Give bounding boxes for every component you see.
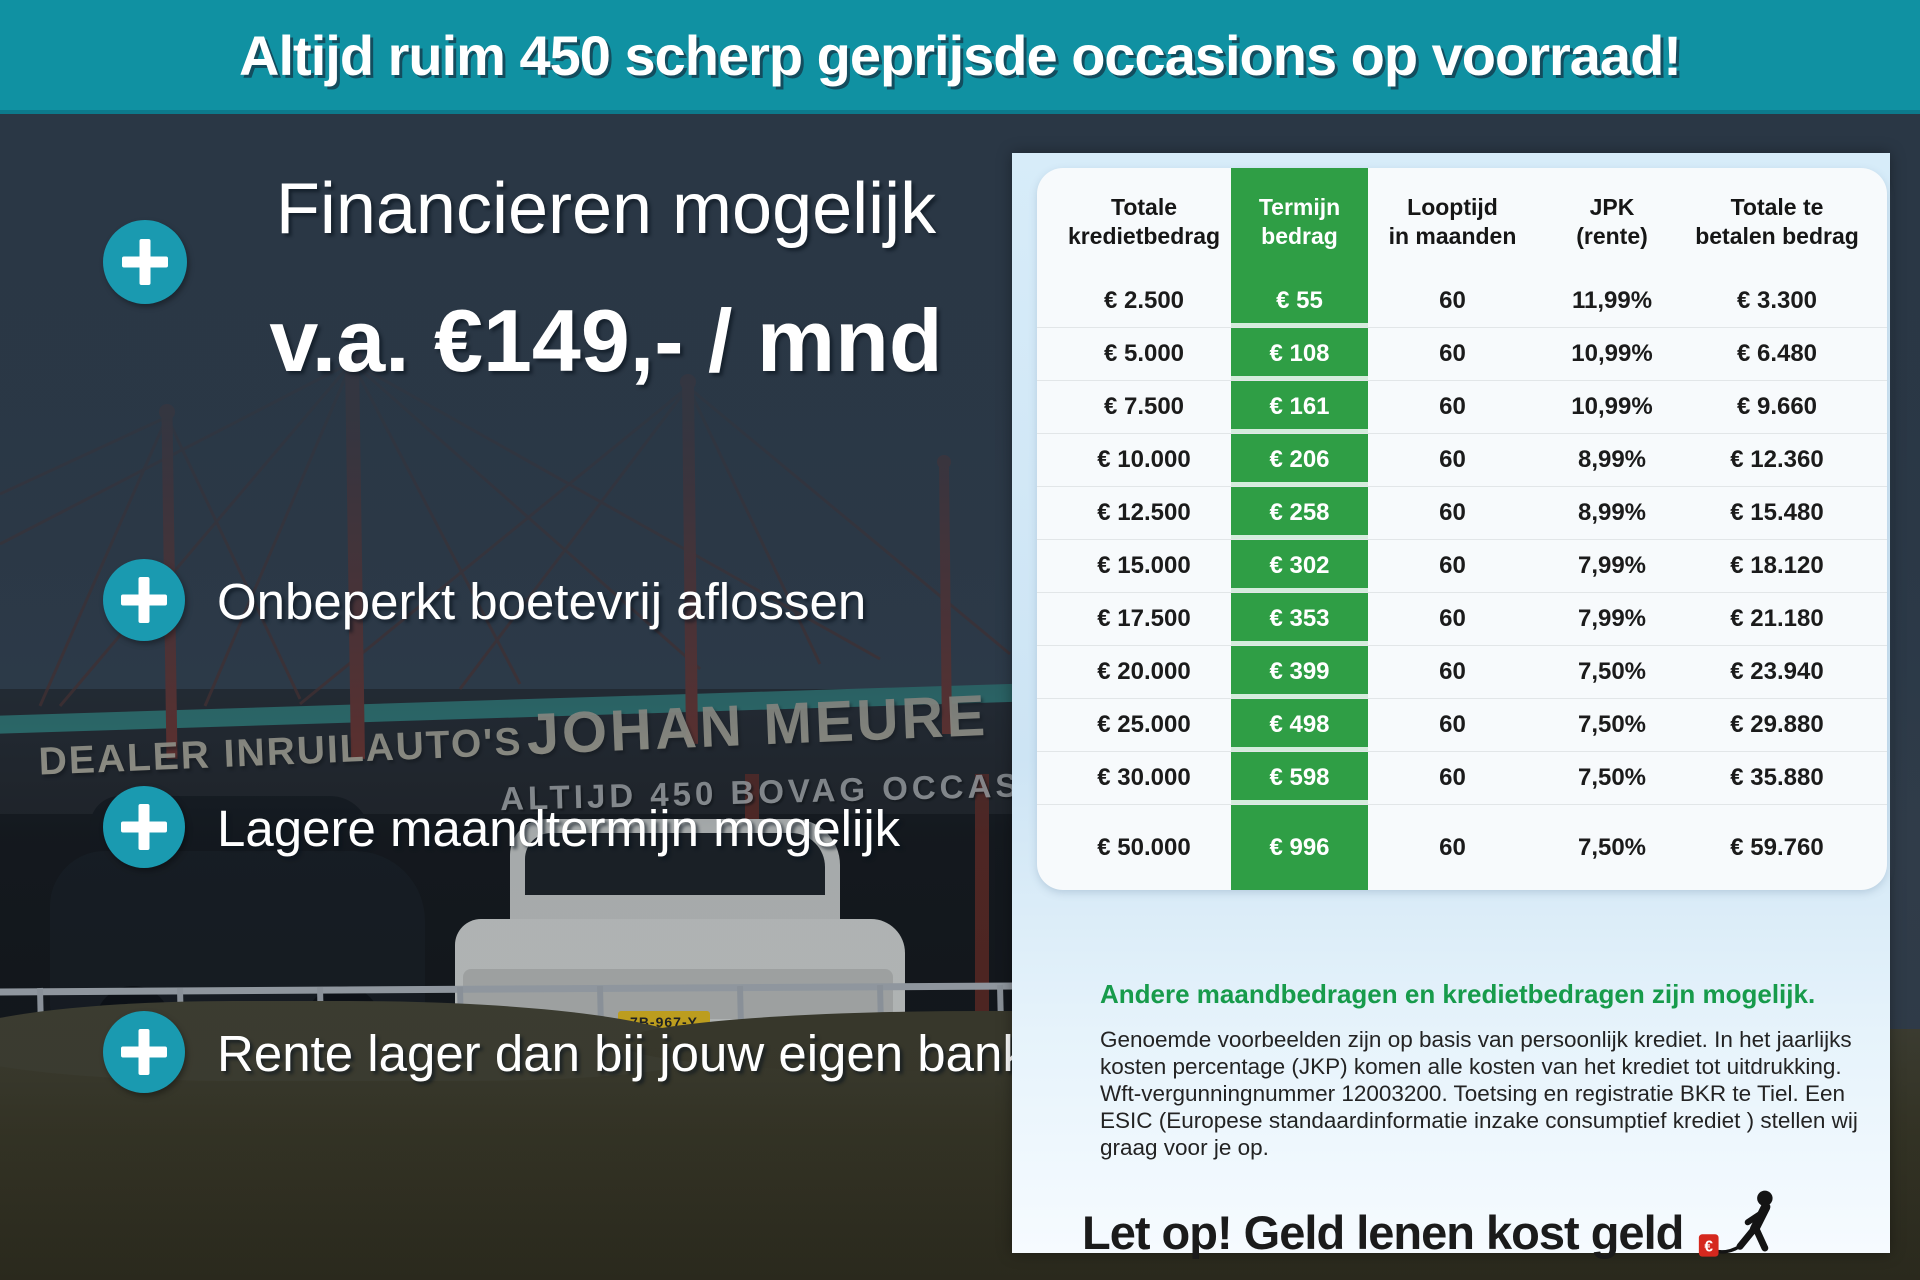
table-row: € 17.500 € 353 60 7,99% € 21.180: [1037, 593, 1887, 646]
table-row: € 10.000 € 206 60 8,99% € 12.360: [1037, 434, 1887, 487]
col-header-kredietbedrag: Totale kredietbedrag: [1067, 193, 1221, 249]
table-header-row: Totale kredietbedrag Termijn bedrag Loopti…: [1037, 168, 1887, 275]
promo-bullet: Onbeperkt boetevrij aflossen: [217, 573, 867, 630]
promo-heading: Financieren mogelijk: [275, 169, 937, 249]
promo-bullet: Lagere maandtermijn mogelijk: [217, 800, 901, 857]
table-row: € 20.000 € 399 60 7,50% € 23.940: [1037, 646, 1887, 699]
table-row: € 50.000 € 996 60 7,50% € 59.760: [1037, 805, 1887, 890]
credit-warning-text: Let op! Geld lenen kost geld: [1082, 1206, 1684, 1259]
table-row: € 12.500 € 258 60 8,99% € 15.480: [1037, 487, 1887, 540]
table-row: € 25.000 € 498 60 7,50% € 29.880: [1037, 699, 1887, 752]
table-row: € 2.500 € 55 60 11,99% € 3.300: [1037, 275, 1887, 328]
promo-bullet: Rente lager dan bij jouw eigen bank: [217, 1025, 1012, 1082]
plus-icon: [103, 220, 187, 304]
financing-panel: Totale kredietbedrag Termijn bedrag Loopti…: [1012, 153, 1890, 1259]
disclaimer-block: Andere maandbedragen en kredietbedragen …: [1100, 979, 1860, 1161]
plus-icon: [103, 1011, 185, 1093]
banner-text: Altijd ruim 450 scherp geprijsde occasio…: [239, 23, 1682, 87]
plus-icon: [103, 559, 185, 641]
table-row: € 15.000 € 302 60 7,99% € 18.120: [1037, 540, 1887, 593]
disclaimer-line: ESIC (Europese standaardinformatie inzak…: [1100, 1108, 1858, 1133]
table-row: € 5.000 € 108 60 10,99% € 6.480: [1037, 328, 1887, 381]
table-row: € 30.000 € 598 60 7,50% € 35.880: [1037, 752, 1887, 805]
disclaimer-line: graag voor je op.: [1100, 1135, 1269, 1160]
promo-copy: Financieren mogelijk v.a. €149,- / mnd O…: [0, 0, 1012, 1280]
plus-icon: [103, 786, 185, 868]
col-header-termijnbedrag: Termijn bedrag: [1231, 168, 1368, 275]
money-drag-warning-icon: €: [1699, 1190, 1773, 1257]
top-banner: Altijd ruim 450 scherp geprijsde occasio…: [0, 0, 1920, 114]
financing-table-card: Totale kredietbedrag Termijn bedrag Loopti…: [1037, 168, 1887, 890]
col-header-jpk: JPK (rente): [1576, 193, 1648, 249]
disclaimer-line: Wft-vergunningnummer 12003200. Toetsing …: [1100, 1081, 1845, 1106]
disclaimer-line: kosten percentage (JKP) komen alle koste…: [1100, 1054, 1842, 1079]
col-header-looptijd: Looptijd in maanden: [1388, 193, 1517, 249]
promo-price: v.a. €149,- / mnd: [269, 291, 943, 390]
col-header-totaal: Totale te betalen bedrag: [1695, 193, 1859, 249]
table-row: € 7.500 € 161 60 10,99% € 9.660: [1037, 381, 1887, 434]
svg-text:€: €: [1705, 1238, 1714, 1255]
disclaimer-line: Genoemde voorbeelden zijn op basis van p…: [1100, 1027, 1852, 1052]
credit-warning: Let op! Geld lenen kost geld €: [1082, 1188, 1783, 1260]
disclaimer-heading: Andere maandbedragen en kredietbedragen …: [1100, 979, 1816, 1009]
